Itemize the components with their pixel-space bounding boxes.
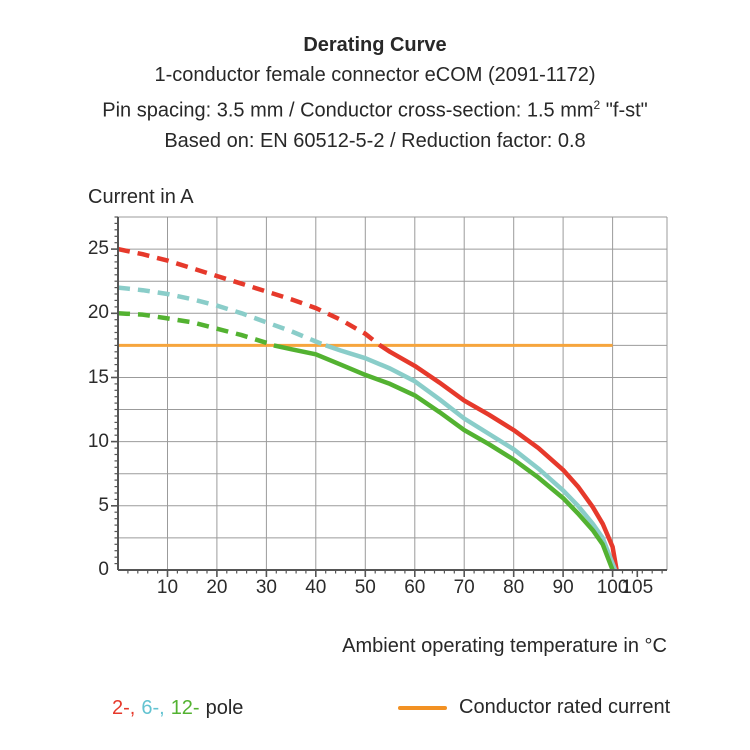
x-tick-label-20: 20 — [206, 577, 228, 598]
specs-text: Pin spacing: 3.5 mm / Conductor cross-se… — [102, 99, 594, 122]
legend-rated-current: Conductor rated current — [398, 696, 670, 719]
x-tick-label-80: 80 — [503, 577, 525, 598]
chart-title: Derating Curve — [303, 34, 447, 56]
x-axis-title: Ambient operating temperature in °C — [342, 635, 667, 657]
chart-header: Derating Curve 1-conductor female connec… — [0, 30, 750, 156]
y-tick-label-10: 10 — [87, 430, 109, 452]
x-tick-label-40: 40 — [305, 577, 327, 598]
x-tick-label-60: 60 — [404, 577, 426, 598]
chart-basis-line: Based on: EN 60512-5-2 / Reduction facto… — [164, 129, 586, 152]
x-tick-label-50: 50 — [354, 577, 376, 598]
specs-suffix: "f-st" — [600, 99, 648, 122]
chart-subtitle: 1-conductor female connector eCOM (2091-… — [154, 64, 596, 86]
legend-pole-6: 6-, — [141, 697, 165, 719]
x-tick-label-105: 105 — [621, 577, 654, 598]
derating-chart-plot — [111, 216, 668, 577]
y-tick-label-15: 15 — [87, 366, 109, 388]
rated-current-label: Conductor rated current — [459, 696, 671, 718]
x-tick-label-100: 100 — [596, 577, 629, 598]
x-tick-label-90: 90 — [552, 577, 574, 598]
legend-poles: 2-, 6-, 12- pole — [112, 697, 243, 720]
x-tick-label-30: 30 — [255, 577, 277, 598]
legend-pole-2: 2-, — [112, 697, 136, 719]
legend-pole-12: 12- — [170, 697, 200, 719]
chart-specs-line: Pin spacing: 3.5 mm / Conductor cross-se… — [0, 90, 750, 126]
specs-superscript: 2 — [593, 98, 601, 112]
y-tick-label-25: 25 — [87, 238, 109, 260]
rated-current-line-swatch — [398, 705, 447, 710]
x-tick-label-10: 10 — [156, 577, 179, 598]
y-axis-title: Current in A — [88, 186, 194, 208]
y-tick-label-0: 0 — [98, 559, 109, 580]
legend-pole-suffix: pole — [205, 697, 244, 719]
y-tick-label-5: 5 — [98, 494, 109, 516]
y-tick-label-20: 20 — [87, 302, 109, 324]
x-tick-label-70: 70 — [453, 577, 475, 598]
